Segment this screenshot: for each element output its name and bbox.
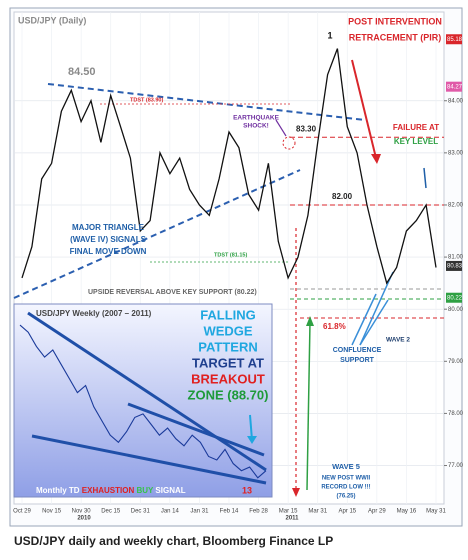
inset-annotation: ZONE (88.70) xyxy=(188,387,269,402)
signal-text: Monthly TD EXHAUSTION BUY SIGNAL xyxy=(36,486,186,495)
wedge-line xyxy=(127,402,265,457)
x-tick-label: Oct 29 xyxy=(13,509,31,515)
annotation: KEY LEVEL xyxy=(394,137,438,146)
y-tick-label: 78.00 xyxy=(448,411,464,417)
annotation: EARTHQUAKE xyxy=(233,115,280,122)
arrow xyxy=(359,271,394,346)
price-tag-label: 80.83 xyxy=(447,264,463,270)
wedge-line xyxy=(27,311,267,472)
annotation: (WAVE IV) SIGNALS xyxy=(70,235,147,244)
y-tick-label: 79.00 xyxy=(448,359,464,365)
x-tick-label: Jan 14 xyxy=(161,509,180,515)
price-tag xyxy=(446,81,462,92)
triangle-upper xyxy=(47,83,366,121)
inset-annotation: WEDGE xyxy=(203,323,252,338)
arrow-head xyxy=(306,316,314,326)
inset-annotation: FALLING xyxy=(200,307,256,322)
signal-part: SIGNAL xyxy=(155,486,185,495)
arrow xyxy=(249,414,253,441)
x-tick-label: Apr 15 xyxy=(338,509,356,515)
x-tick-label: Mar 15 xyxy=(279,509,298,515)
price-tag-label: 80.22 xyxy=(447,295,463,301)
y-tick-label: 77.00 xyxy=(448,463,464,469)
signal-part: EXHAUSTION xyxy=(82,486,137,495)
wedge-line xyxy=(31,434,267,485)
x-tick-label: Apr 29 xyxy=(368,509,386,515)
inset-title: USD/JPY Weekly (2007 – 2011) xyxy=(36,309,152,318)
price-tag-label: 85.18 xyxy=(447,37,463,43)
price-tag xyxy=(446,34,462,45)
caption: USD/JPY daily and weekly chart, Bloomber… xyxy=(14,534,333,548)
annotation: POST INTERVENTION xyxy=(348,16,442,26)
annotation: 84.50 xyxy=(68,66,96,78)
y-tick-label: 83.00 xyxy=(448,150,464,156)
x-tick-label: Mar 31 xyxy=(308,509,327,515)
signal-part: BUY xyxy=(136,486,155,495)
chart-title: USD/JPY (Daily) xyxy=(18,15,86,25)
x-tick-label: Dec 31 xyxy=(131,509,151,515)
inset-annotation: BREAKOUT xyxy=(191,371,265,386)
annotation: CONFLUENCE xyxy=(333,347,382,354)
arrow-head xyxy=(292,488,300,497)
arrow-head xyxy=(371,154,381,164)
level-label: 82.00 xyxy=(332,192,353,201)
annotation: WAVE 5 xyxy=(332,462,360,471)
x-tick-label: May 31 xyxy=(426,509,446,515)
y-tick-label: 80.00 xyxy=(448,307,464,313)
inset-annotation: PATTERN xyxy=(198,339,257,354)
level-label: 83.30 xyxy=(296,124,317,133)
arrow xyxy=(275,119,287,137)
x-tick-label: Jan 31 xyxy=(190,509,209,515)
arrow-head xyxy=(247,436,257,444)
x-tick-label: Feb 14 xyxy=(220,509,239,515)
annotation: NEW POST WWII xyxy=(322,476,371,482)
arrow xyxy=(351,59,377,159)
annotation: 2011 xyxy=(285,516,299,522)
x-tick-label: Nov 30 xyxy=(72,509,92,515)
annotation: SUPPORT xyxy=(340,357,375,364)
arrow xyxy=(351,293,377,346)
y-tick-label: 81.00 xyxy=(448,255,464,261)
price-tag-label: 84.27 xyxy=(447,84,463,90)
triangle-lower xyxy=(13,169,301,299)
price-tag xyxy=(446,292,462,303)
x-tick-label: May 16 xyxy=(397,509,417,515)
annotation: MAJOR TRIANGLE xyxy=(72,223,145,232)
arrow xyxy=(359,299,389,346)
annotation: 1 xyxy=(327,30,332,40)
annotation: RECORD LOW !!! xyxy=(321,485,370,491)
x-tick-label: Dec 15 xyxy=(101,509,121,515)
annotation: SHOCK! xyxy=(243,123,269,130)
x-tick-label: Nov 15 xyxy=(42,509,62,515)
annotation: FINAL MOVE DOWN xyxy=(70,247,147,256)
annotation: (76.25) xyxy=(336,494,355,500)
y-tick-label: 84.00 xyxy=(448,98,464,104)
inset-annotation: TARGET AT xyxy=(192,355,264,370)
annotation: 2010 xyxy=(77,516,91,522)
inset-annotation: 13 xyxy=(242,485,252,495)
annotation: TDST (83.90) xyxy=(130,97,163,103)
x-tick-label: Feb 28 xyxy=(249,509,268,515)
earthquake-marker xyxy=(282,136,296,150)
arrow xyxy=(423,167,427,189)
annotation: FAILURE AT xyxy=(393,123,439,132)
signal-part: Monthly TD xyxy=(36,486,82,495)
annotation: RETRACEMENT (PIR) xyxy=(349,32,442,42)
price-line xyxy=(19,324,267,479)
annotation: TDST (81.15) xyxy=(214,252,247,258)
y-tick-label: 82.00 xyxy=(448,203,464,209)
annotation: WAVE 2 xyxy=(386,337,410,344)
annotation: 61.8% xyxy=(323,322,346,331)
inset-frame xyxy=(13,303,273,498)
annotation: UPSIDE REVERSAL ABOVE KEY SUPPORT (80.22… xyxy=(88,289,257,296)
price-line xyxy=(21,48,437,285)
price-tag xyxy=(446,260,462,271)
arrow xyxy=(306,321,311,491)
